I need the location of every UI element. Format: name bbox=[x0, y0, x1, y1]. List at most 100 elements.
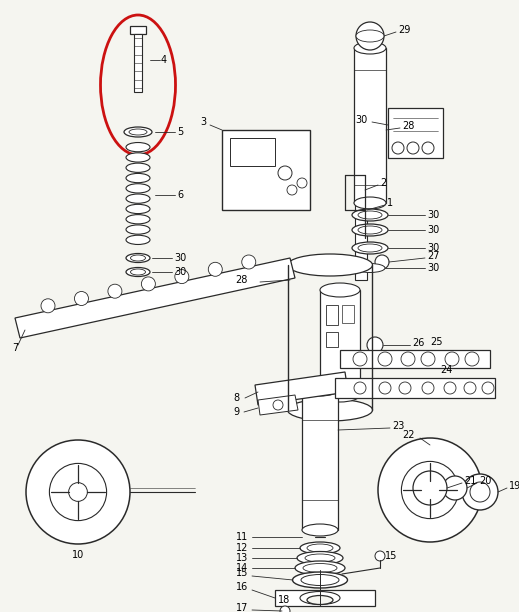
Circle shape bbox=[375, 551, 385, 561]
Circle shape bbox=[74, 291, 88, 305]
Circle shape bbox=[465, 352, 479, 366]
Circle shape bbox=[297, 178, 307, 188]
Bar bbox=[355, 185, 367, 280]
Circle shape bbox=[273, 400, 283, 410]
Ellipse shape bbox=[129, 129, 147, 135]
Text: 2: 2 bbox=[380, 178, 386, 188]
Circle shape bbox=[375, 255, 389, 269]
Ellipse shape bbox=[126, 204, 150, 214]
Circle shape bbox=[378, 438, 482, 542]
Ellipse shape bbox=[307, 595, 333, 605]
Ellipse shape bbox=[352, 242, 388, 254]
Ellipse shape bbox=[126, 163, 150, 173]
Text: 30: 30 bbox=[174, 253, 186, 263]
Ellipse shape bbox=[358, 244, 382, 252]
Ellipse shape bbox=[302, 384, 338, 396]
Circle shape bbox=[278, 166, 292, 180]
Circle shape bbox=[420, 480, 440, 499]
Bar bbox=[326, 332, 338, 347]
Ellipse shape bbox=[293, 572, 348, 588]
Ellipse shape bbox=[130, 255, 145, 261]
Text: 15: 15 bbox=[236, 568, 248, 578]
Ellipse shape bbox=[358, 226, 382, 234]
Ellipse shape bbox=[126, 143, 150, 152]
Circle shape bbox=[482, 382, 494, 394]
Circle shape bbox=[208, 263, 222, 276]
Circle shape bbox=[356, 22, 384, 50]
Text: 4: 4 bbox=[161, 55, 167, 65]
Text: 28: 28 bbox=[402, 121, 414, 131]
Bar bbox=[326, 305, 338, 325]
Ellipse shape bbox=[352, 209, 388, 221]
Ellipse shape bbox=[352, 224, 388, 236]
Circle shape bbox=[280, 606, 290, 612]
Text: 21: 21 bbox=[464, 476, 476, 486]
Text: 26: 26 bbox=[412, 338, 425, 348]
Text: 12: 12 bbox=[236, 543, 248, 553]
Text: 10: 10 bbox=[72, 550, 84, 560]
Ellipse shape bbox=[305, 554, 335, 562]
Circle shape bbox=[242, 255, 256, 269]
Circle shape bbox=[421, 352, 435, 366]
Ellipse shape bbox=[354, 42, 386, 54]
Circle shape bbox=[392, 142, 404, 154]
Ellipse shape bbox=[307, 544, 333, 552]
Text: 16: 16 bbox=[236, 582, 248, 592]
Polygon shape bbox=[230, 138, 275, 166]
Ellipse shape bbox=[354, 197, 386, 209]
Text: 6: 6 bbox=[177, 190, 183, 200]
Text: 30: 30 bbox=[427, 263, 439, 273]
Circle shape bbox=[41, 299, 55, 313]
Polygon shape bbox=[275, 590, 375, 606]
Circle shape bbox=[49, 463, 106, 521]
Ellipse shape bbox=[126, 153, 150, 162]
Text: 27: 27 bbox=[427, 251, 440, 261]
Ellipse shape bbox=[126, 235, 150, 244]
Circle shape bbox=[407, 142, 419, 154]
Text: 30: 30 bbox=[174, 267, 186, 277]
Circle shape bbox=[462, 474, 498, 510]
Bar bbox=[388, 108, 443, 158]
Text: 15: 15 bbox=[385, 551, 398, 561]
Circle shape bbox=[354, 382, 366, 394]
Circle shape bbox=[353, 352, 367, 366]
Ellipse shape bbox=[126, 267, 150, 277]
Text: 20: 20 bbox=[479, 476, 491, 486]
Text: 1: 1 bbox=[387, 198, 393, 208]
Circle shape bbox=[378, 352, 392, 366]
Text: 30: 30 bbox=[427, 225, 439, 235]
Ellipse shape bbox=[356, 30, 384, 42]
Text: 11: 11 bbox=[236, 532, 248, 542]
Ellipse shape bbox=[295, 561, 345, 575]
Bar bbox=[342, 305, 354, 323]
Circle shape bbox=[401, 461, 459, 518]
Circle shape bbox=[26, 440, 130, 544]
Text: 8: 8 bbox=[234, 393, 240, 403]
Bar bbox=[302, 390, 338, 530]
Text: 30: 30 bbox=[356, 115, 368, 125]
Ellipse shape bbox=[126, 253, 150, 263]
Text: 22: 22 bbox=[403, 430, 415, 440]
Polygon shape bbox=[15, 258, 295, 338]
Text: 7: 7 bbox=[12, 343, 18, 353]
Ellipse shape bbox=[126, 215, 150, 224]
Bar bbox=[222, 130, 310, 210]
Text: 3: 3 bbox=[200, 117, 206, 127]
Ellipse shape bbox=[355, 264, 385, 272]
Text: 5: 5 bbox=[177, 127, 183, 137]
Text: 17: 17 bbox=[236, 603, 248, 612]
Circle shape bbox=[175, 270, 189, 283]
Ellipse shape bbox=[124, 127, 152, 137]
Polygon shape bbox=[335, 378, 495, 398]
Ellipse shape bbox=[126, 194, 150, 203]
Circle shape bbox=[443, 476, 467, 500]
Ellipse shape bbox=[300, 542, 340, 554]
Circle shape bbox=[379, 382, 391, 394]
Text: 9: 9 bbox=[234, 407, 240, 417]
Circle shape bbox=[401, 352, 415, 366]
Polygon shape bbox=[258, 395, 298, 415]
Circle shape bbox=[367, 337, 383, 353]
Ellipse shape bbox=[126, 173, 150, 183]
Circle shape bbox=[413, 471, 447, 505]
Text: 30: 30 bbox=[427, 243, 439, 253]
